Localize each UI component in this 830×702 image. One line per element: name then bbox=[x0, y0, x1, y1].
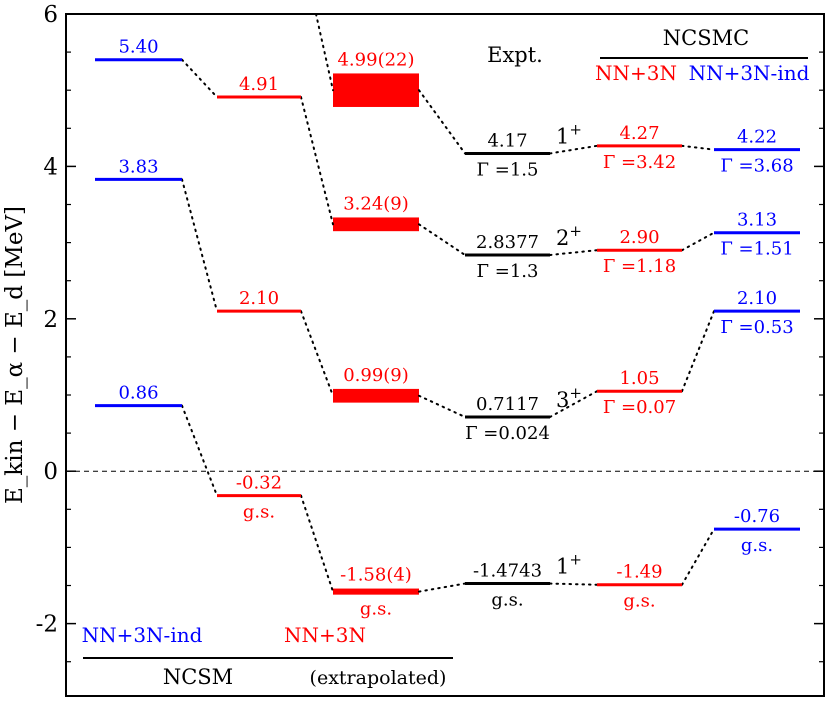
level-value-label: 4.22 bbox=[737, 127, 777, 148]
uncertainty-band bbox=[333, 73, 419, 107]
level-value-label: 3.24(9) bbox=[343, 193, 409, 214]
energy-levels bbox=[95, 58, 800, 587]
level-sub-label: Γ =0.53 bbox=[720, 317, 793, 338]
level-value-label: -0.32 bbox=[236, 473, 282, 494]
y-tick-label: 4 bbox=[43, 154, 58, 180]
level-value-label: -1.58(4) bbox=[340, 565, 412, 586]
uncertainty-band bbox=[333, 388, 419, 403]
level-sub-label: Γ =3.42 bbox=[603, 152, 676, 173]
connector-line bbox=[681, 231, 715, 252]
label-ncsm-ind: NN+3N-ind bbox=[82, 623, 203, 647]
connector-line bbox=[549, 249, 598, 256]
level-sub-label: g.s. bbox=[360, 599, 392, 620]
y-tick-label: -2 bbox=[36, 612, 58, 638]
label-ncsmc-nn3n: NN+3N bbox=[595, 61, 677, 85]
connector-lines bbox=[181, 13, 715, 593]
spin-parity-label: 3+ bbox=[556, 384, 582, 412]
level-sub-label: g.s. bbox=[243, 502, 275, 523]
label-ncsm-nn3n: NN+3N bbox=[284, 623, 366, 647]
label-ncsmc: NCSMC bbox=[663, 26, 749, 50]
connector-line bbox=[549, 390, 598, 418]
level-value-label: 4.17 bbox=[487, 130, 527, 151]
y-axis-label: E_kin − E_α − E_d [MeV] bbox=[2, 206, 28, 504]
level-sub-label: Γ =0.024 bbox=[465, 423, 550, 444]
level-value-label: 4.27 bbox=[619, 123, 659, 144]
level-sub-label: g.s. bbox=[491, 590, 523, 611]
level-sub-label: g.s. bbox=[741, 535, 773, 556]
annotations: Expt. NCSMC NN+3N NN+3N-ind NN+3N-ind NN… bbox=[82, 26, 810, 689]
level-sub-label: Γ =0.07 bbox=[603, 397, 676, 418]
label-ncsm: NCSM bbox=[163, 665, 233, 689]
connector-line bbox=[418, 394, 466, 418]
level-value-label: -1.49 bbox=[616, 562, 662, 583]
level-sub-label: Γ =1.5 bbox=[477, 159, 539, 180]
level-sub-label: Γ =1.51 bbox=[720, 239, 793, 260]
label-ncsmc-ind: NN+3N-ind bbox=[689, 61, 810, 85]
connector-line bbox=[418, 582, 466, 593]
connector-line bbox=[549, 144, 598, 155]
connector-line bbox=[181, 58, 218, 99]
level-value-label: 0.86 bbox=[118, 383, 158, 404]
connector-line bbox=[418, 223, 466, 256]
connector-line bbox=[681, 528, 715, 586]
connector-line bbox=[418, 89, 466, 155]
level-value-label: 5.40 bbox=[118, 37, 158, 58]
connector-line bbox=[300, 494, 334, 593]
uncertainty-bands bbox=[333, 73, 419, 595]
label-expt: Expt. bbox=[487, 43, 543, 67]
connector-line bbox=[300, 96, 334, 226]
level-value-label: 0.99(9) bbox=[343, 365, 409, 386]
uncertainty-band bbox=[333, 217, 419, 232]
label-extrapolated: (extrapolated) bbox=[310, 667, 447, 689]
level-value-label: 2.10 bbox=[737, 288, 777, 309]
level-sub-label: g.s. bbox=[623, 591, 655, 612]
connector-line bbox=[681, 144, 715, 151]
y-tick-label: 6 bbox=[43, 2, 58, 28]
level-value-label: 0.7117 bbox=[476, 394, 539, 415]
connector-line bbox=[181, 404, 218, 497]
level-value-label: -0.76 bbox=[734, 506, 780, 527]
connector-line bbox=[549, 582, 598, 586]
level-value-label: 1.05 bbox=[619, 368, 659, 389]
level-sub-label: Γ =3.68 bbox=[720, 156, 793, 177]
spin-parity-label: 2+ bbox=[556, 222, 582, 250]
level-value-label: 2.8377 bbox=[476, 232, 539, 253]
uncertainty-band bbox=[333, 588, 419, 595]
connector-line bbox=[181, 178, 218, 313]
level-sub-label: Γ =1.3 bbox=[477, 261, 539, 282]
spin-parity-label: 1+ bbox=[556, 120, 582, 148]
level-sub-label: Γ =1.18 bbox=[603, 256, 676, 277]
level-value-label: -1.4743 bbox=[473, 561, 542, 582]
level-value-label: 3.13 bbox=[737, 210, 777, 231]
connector-line bbox=[681, 310, 715, 393]
level-value-label: 2.90 bbox=[619, 227, 659, 248]
level-value-label: 4.99(22) bbox=[337, 49, 414, 70]
level-value-label: 3.83 bbox=[118, 156, 158, 177]
level-value-label: 4.91 bbox=[239, 74, 279, 95]
y-tick-label: 0 bbox=[43, 459, 58, 485]
y-tick-label: 2 bbox=[43, 307, 58, 333]
connector-line-top bbox=[315, 13, 334, 92]
connector-line bbox=[300, 310, 334, 397]
plot-frame bbox=[65, 13, 825, 697]
spin-parity-label: 1+ bbox=[556, 551, 582, 579]
level-value-label: 2.10 bbox=[239, 288, 279, 309]
